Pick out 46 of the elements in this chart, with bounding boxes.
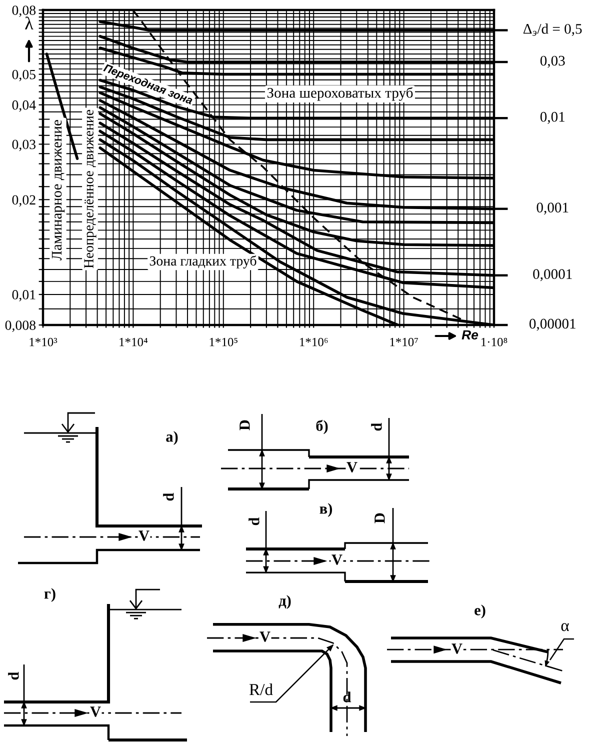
text: d xyxy=(163,492,174,501)
x-tick-label: 1*10⁴ xyxy=(120,338,148,346)
legend-label: 0,0001 xyxy=(533,269,572,282)
text: d xyxy=(343,692,352,702)
text: d xyxy=(8,672,19,680)
text: D xyxy=(374,513,385,524)
legend-label: Δ$_{э}$/d = 0,5 xyxy=(523,24,582,36)
x-tick-label: 1*10⁷ xyxy=(390,338,418,346)
y-tick-label: 0,02 xyxy=(12,195,36,207)
x-tick-label: 1*10⁶ xyxy=(300,338,328,346)
annotation: Зона гладких труб xyxy=(150,256,256,268)
y-tick-label: 0,01 xyxy=(12,290,36,302)
y-tick-label: 0,03 xyxy=(12,140,36,152)
text: α xyxy=(561,623,569,632)
text: d xyxy=(248,517,260,526)
annotation: Неопределённое движение xyxy=(84,110,96,268)
text: V xyxy=(332,554,342,565)
text: 0,00001 xyxy=(529,318,576,331)
legend-label: 0,01 xyxy=(540,112,565,124)
text: R/d xyxy=(249,683,273,696)
text: б) xyxy=(316,420,328,434)
y-tick-label: 0,04 xyxy=(12,100,36,112)
text: в) xyxy=(320,503,332,517)
text: D xyxy=(240,420,250,430)
y-tick-label: 0,08 xyxy=(12,6,36,17)
text: д) xyxy=(278,595,291,609)
text: d xyxy=(371,422,382,431)
x-tick-label: 1·10⁸ xyxy=(481,338,508,346)
y-axis-title: λ xyxy=(25,16,34,30)
text: V xyxy=(346,462,358,472)
annotation: Ламинарное движение xyxy=(52,120,65,260)
x-axis-title: Re xyxy=(462,330,478,340)
annotation: Зона шероховатых труб xyxy=(267,87,413,101)
text: V xyxy=(452,644,462,654)
x-tick-label: 1*10³ xyxy=(30,338,58,346)
y-tick-label: 0,05 xyxy=(12,70,36,82)
text: V xyxy=(138,530,150,541)
y-tick-label: 0,008 xyxy=(5,320,36,332)
text: V xyxy=(90,706,101,717)
text: а) xyxy=(166,431,178,445)
x-tick-label: 1*10⁵ xyxy=(210,338,238,346)
legend-label: 0,001 xyxy=(536,202,568,215)
text: г) xyxy=(44,588,56,602)
text: е) xyxy=(474,604,486,618)
text: V xyxy=(260,632,270,642)
legend-label: 0,03 xyxy=(540,56,565,68)
